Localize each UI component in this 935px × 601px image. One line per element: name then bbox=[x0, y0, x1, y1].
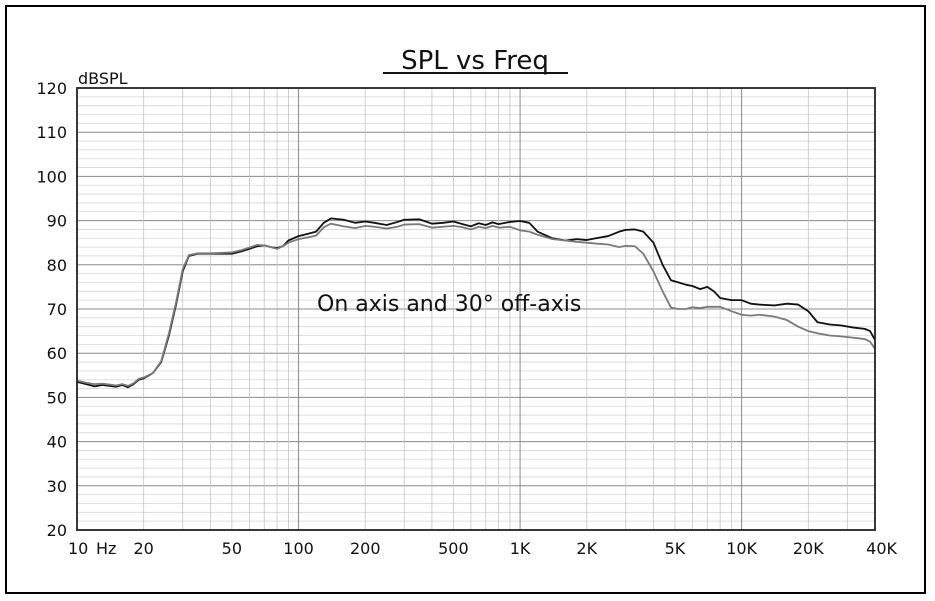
x-tick-label: 5K bbox=[665, 539, 686, 558]
y-tick-labels: 120 110 100 90 80 70 60 50 40 30 20 bbox=[36, 79, 67, 540]
y-tick-label: 110 bbox=[36, 123, 67, 142]
y-tick-label: 30 bbox=[47, 477, 67, 496]
y-tick-label: 120 bbox=[36, 79, 67, 98]
plot-grid bbox=[77, 88, 875, 530]
y-tick-label: 40 bbox=[47, 433, 67, 452]
y-tick-label: 80 bbox=[47, 256, 67, 275]
y-tick-label: 70 bbox=[47, 300, 67, 319]
x-tick-label: 50 bbox=[222, 539, 242, 558]
x-unit-label: Hz bbox=[96, 539, 116, 558]
chart-frame bbox=[5, 5, 926, 594]
y-tick-label: 20 bbox=[47, 521, 67, 540]
x-tick-label: 20 bbox=[134, 539, 154, 558]
x-tick-label: 500 bbox=[438, 539, 469, 558]
series-line-2 bbox=[76, 222, 876, 387]
y-tick-label: 50 bbox=[47, 388, 67, 407]
x-tick-label: 1K bbox=[510, 539, 531, 558]
x-tick-label: 100 bbox=[283, 539, 314, 558]
x-tick-labels: 10 20 50 100 200 500 1K 2K 5K 10K 20K 40K bbox=[68, 539, 898, 558]
plot-series bbox=[76, 217, 876, 389]
x-tick-label: 200 bbox=[350, 539, 381, 558]
x-tick-label: 2K bbox=[576, 539, 597, 558]
x-tick-label: 20K bbox=[793, 539, 824, 558]
x-tick-label: 10 bbox=[68, 539, 88, 558]
y-tick-label: 90 bbox=[47, 212, 67, 231]
y-tick-label: 100 bbox=[36, 167, 67, 186]
x-tick-label: 10K bbox=[726, 539, 757, 558]
plot-border bbox=[76, 87, 876, 531]
y-tick-label: 60 bbox=[47, 344, 67, 363]
chart-annotation: On axis and 30° off-axis bbox=[317, 292, 581, 317]
y-axis-label: dBSPL bbox=[78, 69, 128, 88]
x-tick-label: 40K bbox=[866, 539, 897, 558]
chart-title: SPL vs Freq bbox=[401, 46, 549, 76]
